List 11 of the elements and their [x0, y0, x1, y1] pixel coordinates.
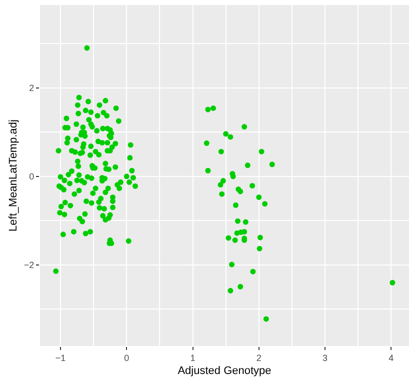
x-tick-label: 4: [388, 352, 394, 363]
x-tick-label: 2: [256, 352, 262, 363]
x-tick-label: 3: [322, 352, 328, 363]
y-axis-title: Left_MeanLatTemp.adj: [8, 120, 20, 232]
x-tick-label: −1: [55, 352, 66, 363]
y-tick-label: 0: [29, 172, 34, 182]
y-tick-label: 2: [29, 82, 34, 93]
x-tick-label: 0: [124, 352, 130, 363]
x-tick-label: 1: [190, 352, 196, 363]
y-tick-label: −2: [24, 260, 34, 270]
x-axis-title: Adjusted Genotype: [178, 365, 272, 377]
